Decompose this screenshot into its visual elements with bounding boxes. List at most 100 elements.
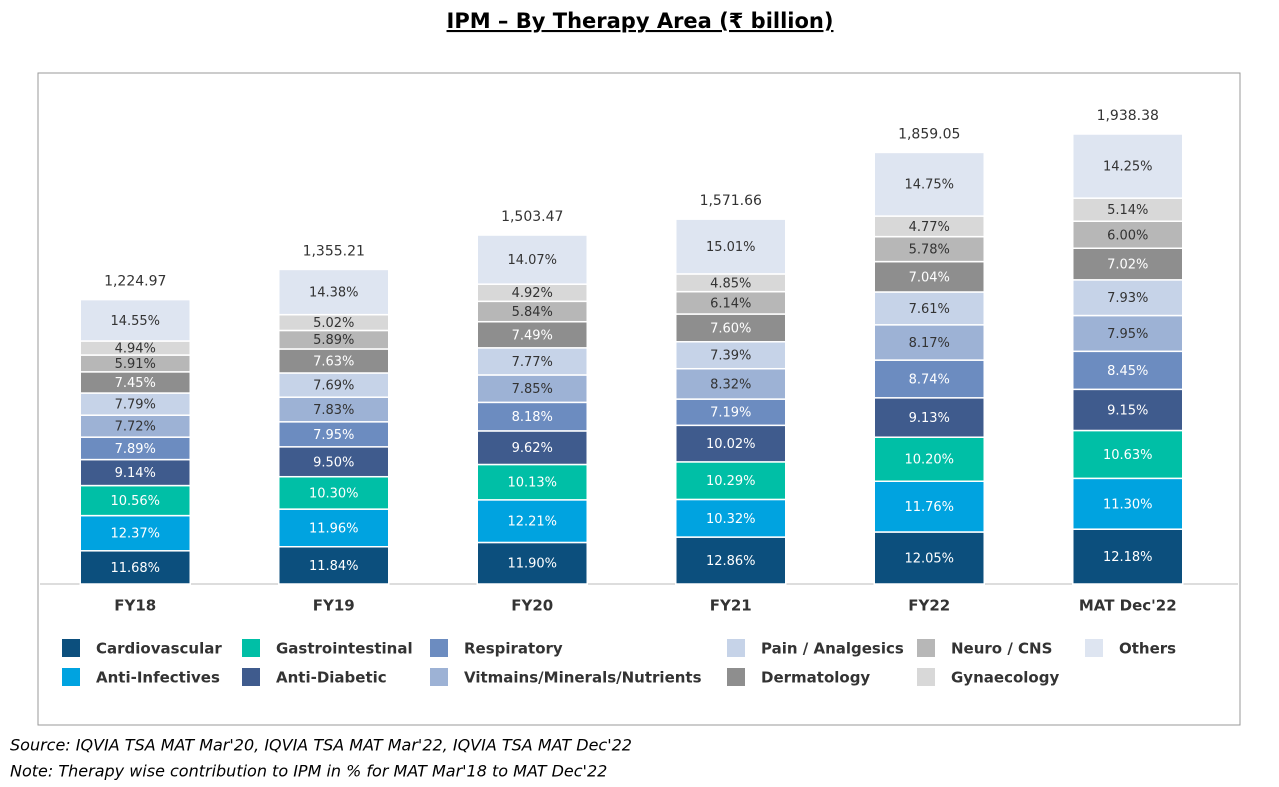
legend-swatch	[917, 639, 935, 657]
bar-segment	[1072, 388, 1184, 432]
legend-label: Neuro / CNS	[951, 640, 1052, 658]
legend-swatch	[430, 668, 448, 686]
bar-segment	[1072, 133, 1184, 199]
bar-segment	[873, 480, 985, 533]
segment-label: 5.84%	[512, 305, 553, 320]
bar-segment	[675, 461, 787, 501]
frame	[37, 72, 1241, 726]
segment-label: 7.77%	[512, 355, 553, 370]
segment-label: 9.50%	[313, 455, 354, 470]
segment-label: 9.62%	[512, 441, 553, 456]
bar-segment	[675, 498, 787, 538]
segment-label: 14.55%	[110, 314, 160, 329]
bar-segment	[79, 298, 191, 342]
segment-label: 7.63%	[313, 354, 354, 369]
bar-segment	[476, 320, 588, 349]
segment-label: 9.13%	[909, 411, 950, 426]
bar-segment	[873, 324, 985, 361]
segment-label: 11.76%	[904, 500, 954, 515]
segment-label: 11.96%	[309, 521, 359, 536]
segment-label: 9.15%	[1107, 403, 1148, 418]
segment-label: 4.85%	[710, 276, 751, 291]
legend-label: Gynaecology	[951, 669, 1059, 687]
x-tick-label: MAT Dec'22	[1079, 597, 1177, 615]
bar-segment	[675, 424, 787, 463]
bar-segment	[476, 234, 588, 285]
legend-label: Anti-Diabetic	[276, 669, 387, 687]
bar-segment	[79, 514, 191, 552]
segment-label: 10.13%	[507, 476, 557, 491]
segment-label: 10.32%	[706, 512, 756, 527]
bar-segment	[476, 401, 588, 432]
bar-segment	[278, 508, 390, 548]
bar-segment	[476, 430, 588, 466]
bar-segment	[79, 550, 191, 585]
segment-label: 10.20%	[904, 453, 954, 468]
bar-segment	[675, 218, 787, 275]
bar-segment	[873, 436, 985, 482]
legend-swatch	[727, 668, 745, 686]
segment-label: 14.25%	[1103, 160, 1153, 175]
total-label: 1,503.47	[501, 209, 563, 225]
legend-swatch	[62, 668, 80, 686]
bar-segment	[476, 499, 588, 544]
bar-segment	[675, 313, 787, 343]
legend-swatch	[917, 668, 935, 686]
segment-label: 11.84%	[309, 559, 359, 574]
segment-label: 7.85%	[512, 382, 553, 397]
x-tick-label: FY21	[710, 597, 752, 615]
segment-label: 5.14%	[1107, 203, 1148, 218]
x-tick-label: FY22	[908, 597, 950, 615]
legend-swatch	[430, 639, 448, 657]
total-label: 1,224.97	[104, 274, 166, 290]
segment-label: 7.72%	[115, 420, 156, 435]
segment-label: 7.19%	[710, 406, 751, 421]
legend-swatch	[1085, 639, 1103, 657]
legend-label: Cardiovascular	[96, 640, 222, 658]
legend-label: Others	[1119, 640, 1176, 658]
bar-segment	[1072, 429, 1184, 480]
segment-label: 4.92%	[512, 286, 553, 301]
segment-label: 12.86%	[706, 554, 756, 569]
source: Source: IQVIA TSA MAT Mar'20, IQVIA TSA …	[10, 736, 632, 755]
bar-segment	[675, 341, 787, 370]
bar-segment	[873, 397, 985, 438]
segment-label: 7.02%	[1107, 258, 1148, 273]
x-tick-label: FY18	[114, 597, 156, 615]
segment-label: 11.68%	[110, 561, 160, 576]
segment-label: 5.91%	[115, 357, 156, 372]
bar-segment	[278, 475, 390, 510]
segment-label: 11.90%	[507, 557, 557, 572]
segment-label: 9.14%	[115, 466, 156, 481]
segment-label: 10.02%	[706, 437, 756, 452]
bar-segment	[873, 151, 985, 217]
segment-label: 10.30%	[309, 486, 359, 501]
segment-label: 11.30%	[1103, 497, 1153, 512]
bar-segment	[873, 260, 985, 293]
segment-label: 7.39%	[710, 349, 751, 364]
bar-segment	[278, 396, 390, 423]
segment-label: 7.61%	[909, 302, 950, 317]
bar-segment	[675, 398, 787, 427]
bar-segment	[675, 367, 787, 400]
segment-label: 4.77%	[909, 220, 950, 235]
segment-label: 12.05%	[904, 551, 954, 566]
legend-swatch	[242, 668, 260, 686]
segment-label: 5.02%	[313, 316, 354, 331]
segment-label: 4.94%	[115, 342, 156, 357]
segment-label: 7.45%	[115, 376, 156, 391]
segment-label: 12.37%	[110, 527, 160, 542]
segment-label: 8.18%	[512, 410, 553, 425]
chart-title: IPM – By Therapy Area (₹ billion)	[447, 9, 834, 33]
segment-label: 7.69%	[313, 379, 354, 394]
legend-swatch	[62, 639, 80, 657]
segment-label: 7.95%	[1107, 327, 1148, 342]
segment-label: 7.93%	[1107, 291, 1148, 306]
segment-label: 12.21%	[507, 515, 557, 530]
bar-segment	[1072, 220, 1184, 250]
bar-segment	[79, 458, 191, 487]
legend-label: Respiratory	[464, 640, 563, 658]
bar-segment	[1072, 350, 1184, 391]
segment-label: 8.74%	[909, 372, 950, 387]
